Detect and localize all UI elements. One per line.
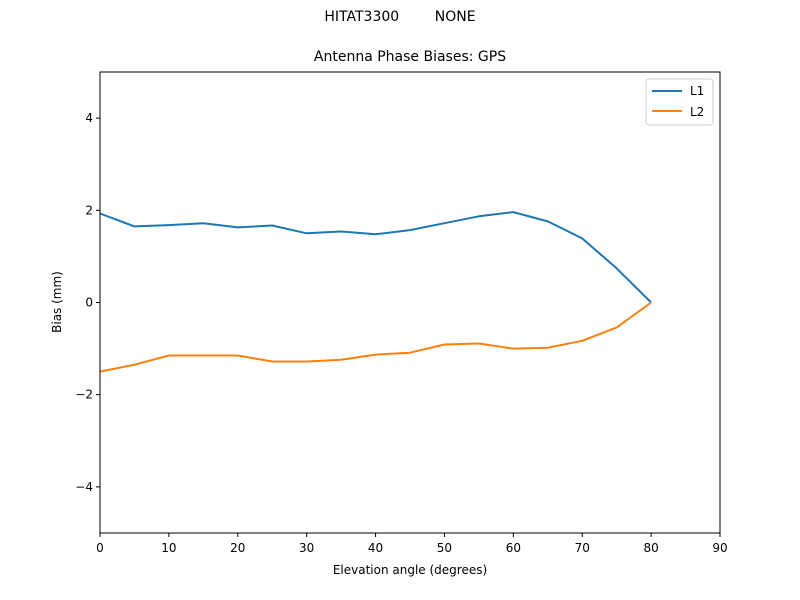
x-tick-label: 40 <box>368 541 383 555</box>
x-tick-label: 50 <box>437 541 452 555</box>
legend-l1-label: L1 <box>690 84 704 98</box>
y-axis-ticks: −4 −2 0 2 4 <box>75 111 100 494</box>
x-tick-label: 90 <box>712 541 727 555</box>
plot-lines <box>99 211 652 373</box>
x-axis-label: Elevation angle (degrees) <box>333 563 487 577</box>
y-tick-label: 4 <box>85 111 93 125</box>
y-axis-label: Bias (mm) <box>50 271 64 333</box>
x-tick-label: 60 <box>506 541 521 555</box>
series-line-l1 <box>99 211 652 304</box>
figure-suptitle: HITAT3300 NONE <box>324 9 476 25</box>
axes-frame <box>99 71 721 534</box>
y-tick-label: −2 <box>75 388 93 402</box>
x-tick-label: 70 <box>575 541 590 555</box>
y-tick-label: −4 <box>75 480 93 494</box>
x-tick-label: 0 <box>96 541 104 555</box>
series-line-l2 <box>99 301 652 373</box>
y-tick-label: 2 <box>85 203 93 217</box>
x-tick-label: 20 <box>230 541 245 555</box>
legend: L1 L2 <box>645 78 714 126</box>
x-axis-ticks: 0 10 20 30 40 50 60 70 80 90 <box>96 533 728 555</box>
x-tick-label: 30 <box>299 541 314 555</box>
chart-title: Antenna Phase Biases: GPS <box>313 49 507 65</box>
y-tick-label: 0 <box>85 296 93 310</box>
x-tick-label: 10 <box>161 541 176 555</box>
legend-l2-label: L2 <box>690 105 704 119</box>
x-tick-label: 80 <box>643 541 658 555</box>
